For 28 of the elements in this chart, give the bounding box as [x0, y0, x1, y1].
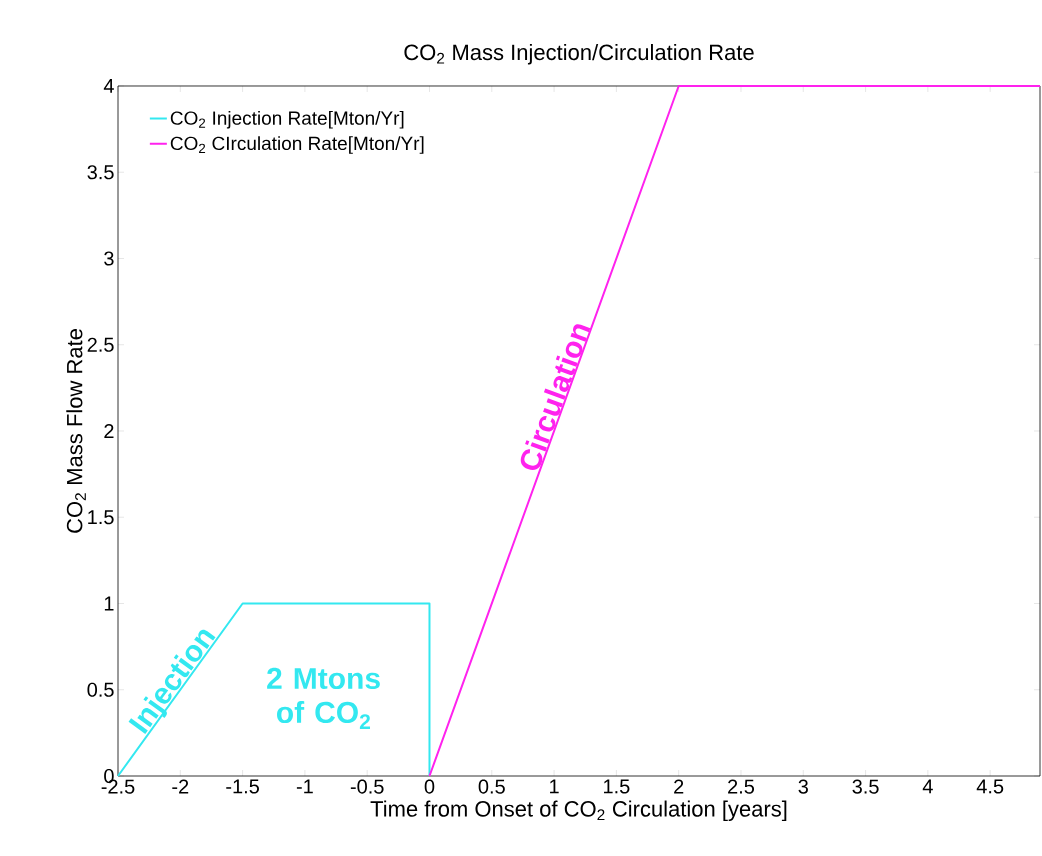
- x-tick-label: -1.5: [226, 779, 259, 794]
- y-tick-label: 4: [103, 79, 114, 93]
- x-tick-label: -0.5: [350, 779, 384, 794]
- legend-label: CO$_{2}$ Injection Rate[Mton/Yr]: [170, 110, 404, 129]
- x-tick-label: 1.5: [604, 779, 630, 794]
- x-tick-label: -2: [172, 779, 189, 794]
- annotation: 2 Mtons of CO$_{2}$: [267, 667, 380, 729]
- x-axis-title: Time from Onset of CO$_{2}$ Circulation [years]: [370, 800, 787, 822]
- y-tick-label: 1.5: [88, 510, 114, 525]
- x-tick-label: 3: [798, 779, 808, 794]
- y-tick-label: 2.5: [87, 337, 114, 352]
- x-tick-label: 0.5: [478, 779, 505, 794]
- y-tick-label: 3.5: [87, 165, 114, 180]
- x-tick-label: 2: [674, 779, 684, 794]
- x-tick-label: 1: [550, 779, 559, 794]
- legend-label: CO$_{2}$ CIrculation Rate[Mton/Yr]: [170, 136, 424, 154]
- x-tick-label: 0: [424, 779, 435, 794]
- x-tick-label: -1: [296, 779, 313, 794]
- y-tick-label: 2: [104, 424, 114, 438]
- y-axis-title: CO$_{2}$ Mass Flow Rate: [66, 329, 86, 533]
- y-tick-label: 0.5: [87, 682, 114, 697]
- x-tick-label: 3.5: [852, 779, 879, 794]
- x-tick-label: 4.5: [976, 779, 1004, 794]
- chart-title: CO$_{2}$ Mass Injection/Circulation Rate: [404, 43, 754, 65]
- y-tick-label: 3: [104, 251, 114, 266]
- x-tick-label: 4: [922, 779, 933, 794]
- x-tick-label: 2.5: [728, 779, 755, 794]
- y-tick-label: 1: [104, 596, 114, 611]
